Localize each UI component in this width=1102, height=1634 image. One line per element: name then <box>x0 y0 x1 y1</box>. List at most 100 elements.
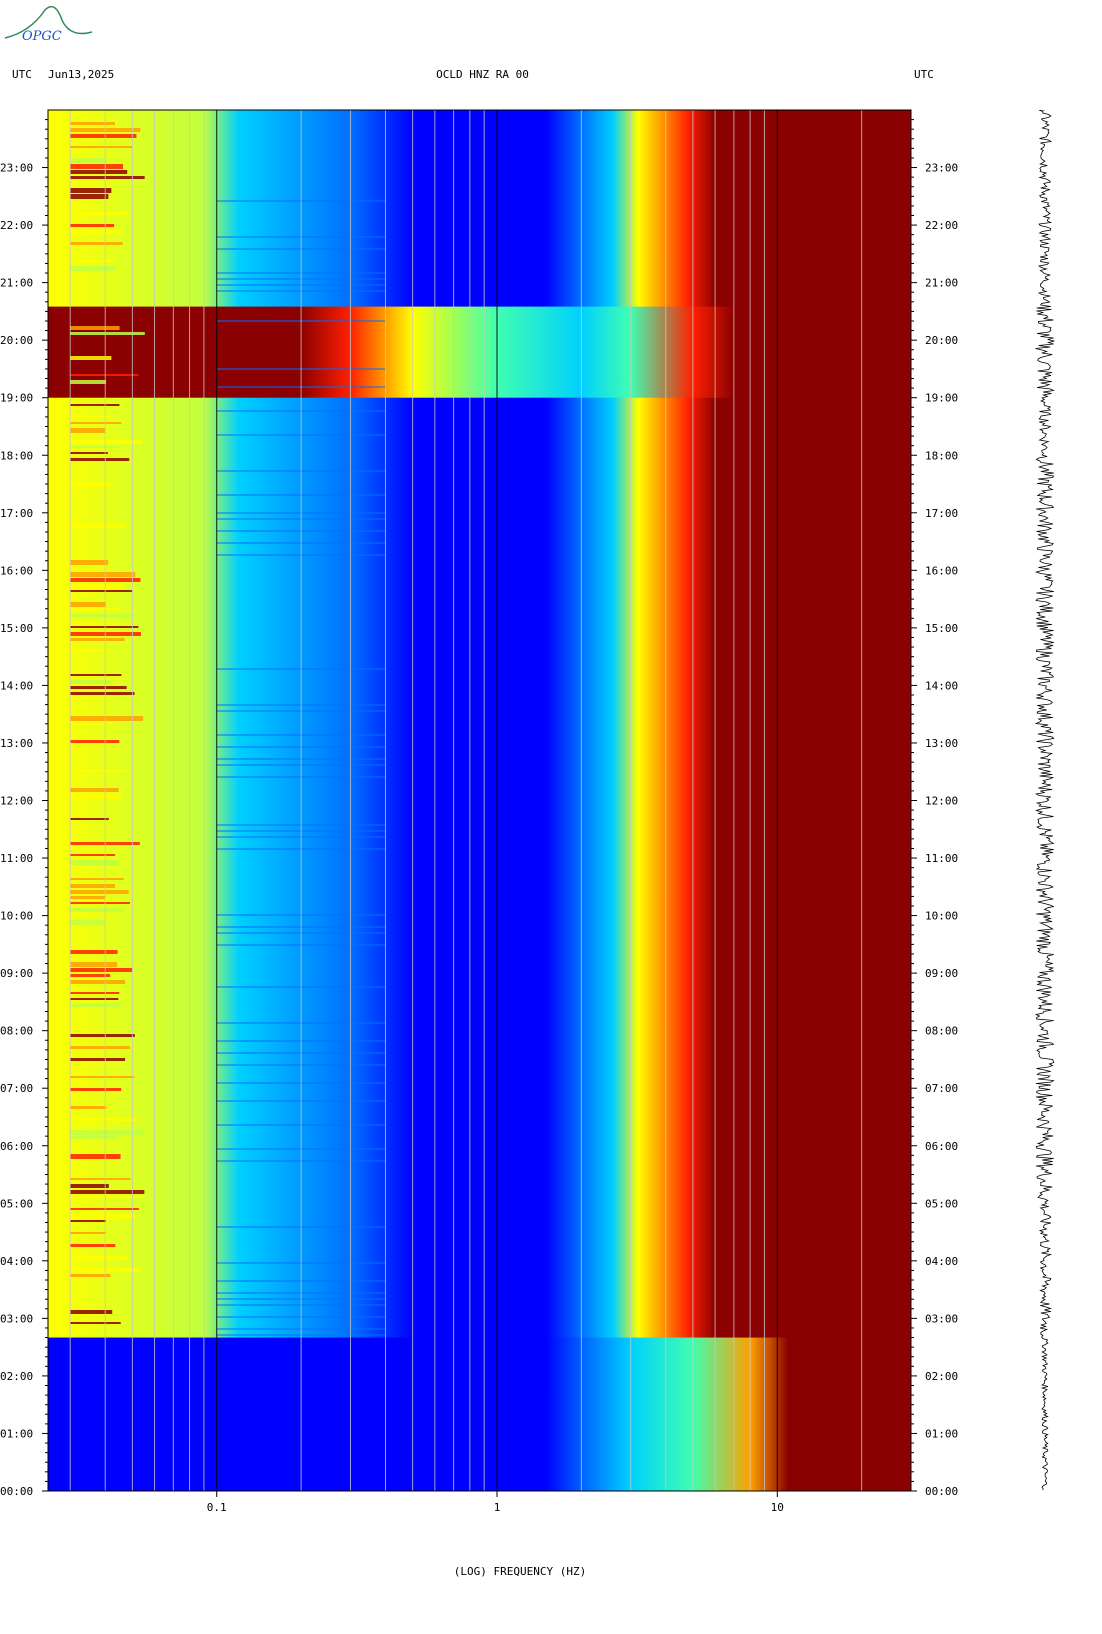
x-tick-label: 10 <box>771 1501 784 1514</box>
stripe <box>70 650 107 652</box>
stripe <box>70 158 108 163</box>
stripe <box>70 350 137 355</box>
stripe <box>70 788 119 792</box>
stripe <box>70 482 111 487</box>
stripe <box>70 896 106 899</box>
seismogram-trace <box>1034 110 1055 1491</box>
y-tick-label-left: 06:00 <box>0 1140 33 1153</box>
header-left-tz: UTC <box>12 68 32 81</box>
logo-arc <box>4 5 93 39</box>
x-axis-ticks: 0.1 1 10 <box>207 1491 784 1514</box>
y-tick-label-left: 18:00 <box>0 449 33 462</box>
stripe <box>70 674 122 676</box>
y-tick-label-right: 21:00 <box>925 277 958 290</box>
y-tick-label-right: 16:00 <box>925 564 958 577</box>
y-tick-label-right: 09:00 <box>925 967 958 980</box>
stripe <box>70 884 115 888</box>
y-tick-label-right: 23:00 <box>925 162 958 175</box>
stripe <box>70 146 133 148</box>
seismogram-line <box>1034 110 1055 1491</box>
stripe <box>70 164 123 169</box>
y-tick-label-right: 22:00 <box>925 219 958 232</box>
stripe <box>70 722 114 724</box>
stripe <box>70 332 145 335</box>
stripe <box>70 854 116 856</box>
stripe <box>70 1196 144 1198</box>
stripe <box>70 416 112 418</box>
header-right-tz: UTC <box>914 68 934 81</box>
stripe <box>70 950 118 954</box>
stripe <box>70 890 129 894</box>
stripe <box>70 560 109 565</box>
y-tick-label-right: 14:00 <box>925 679 958 692</box>
stripe <box>70 326 120 330</box>
stripe <box>70 1004 122 1007</box>
band-event <box>48 306 911 398</box>
x-tick-label: 0.1 <box>207 1501 227 1514</box>
y-tick-label-left: 02:00 <box>0 1370 33 1383</box>
stripe <box>70 428 106 433</box>
y-tick-label-left: 00:00 <box>0 1485 33 1498</box>
stripe <box>70 1244 116 1247</box>
stripe <box>70 770 129 772</box>
stripe <box>70 1088 122 1091</box>
stripe <box>70 356 112 360</box>
y-tick-label-right: 07:00 <box>925 1082 958 1095</box>
stripe <box>70 584 124 589</box>
stripe <box>70 392 125 394</box>
stripe <box>70 1214 136 1219</box>
y-tick-label-left: 17:00 <box>0 507 33 520</box>
stripe <box>70 962 118 967</box>
stripe <box>70 1178 131 1180</box>
stripe <box>70 314 133 318</box>
stripe <box>70 992 120 994</box>
stripe <box>70 440 143 444</box>
stripe <box>70 572 136 577</box>
y-tick-label-right: 12:00 <box>925 795 958 808</box>
y-tick-label-left: 23:00 <box>0 162 33 175</box>
stripe <box>70 122 115 125</box>
spectrogram-heatmap <box>48 110 911 1491</box>
stripe <box>70 920 106 925</box>
y-axis-ticks: 00:00 00:00 01:00 01:00 02:00 02:00 03:00 03:00… <box>0 119 958 1498</box>
stripe <box>70 458 130 461</box>
y-tick-label-left: 03:00 <box>0 1312 33 1325</box>
stripe <box>70 878 124 880</box>
station-title: OCLD HNZ RA 00 <box>436 68 529 81</box>
stripe <box>70 908 123 912</box>
y-tick-label-right: 08:00 <box>925 1025 958 1038</box>
stripe <box>70 170 128 174</box>
stripe <box>70 1046 130 1049</box>
opgc-logo: OPGC <box>4 5 93 44</box>
stripe <box>70 998 119 1000</box>
stripe <box>70 608 121 610</box>
stripe <box>70 1118 137 1121</box>
y-tick-label-left: 09:00 <box>0 967 33 980</box>
y-tick-label-left: 11:00 <box>0 852 33 865</box>
stripe <box>70 1274 111 1277</box>
stripe <box>70 446 120 448</box>
y-tick-label-right: 03:00 <box>925 1312 958 1325</box>
y-tick-label-left: 08:00 <box>0 1025 33 1038</box>
logo-text: OPGC <box>22 29 62 44</box>
stripe <box>70 680 111 684</box>
stripe <box>70 1154 121 1159</box>
stripe <box>70 1190 145 1194</box>
stripe <box>70 1310 113 1314</box>
y-tick-label-right: 11:00 <box>925 852 958 865</box>
stripe <box>70 1232 107 1234</box>
stripe <box>70 134 137 138</box>
stripe <box>70 860 120 865</box>
stripe <box>70 968 133 972</box>
stripe <box>70 1106 107 1109</box>
frequency-gridlines <box>69 110 912 1491</box>
y-tick-label-right: 05:00 <box>925 1197 958 1210</box>
stripe <box>70 1184 109 1188</box>
stripe <box>70 260 116 262</box>
stripe <box>70 818 109 820</box>
y-tick-label-right: 15:00 <box>925 622 958 635</box>
x-tick-label: 1 <box>494 1501 501 1514</box>
stripe <box>70 794 121 799</box>
stripe <box>70 230 122 234</box>
stripe <box>70 980 126 984</box>
